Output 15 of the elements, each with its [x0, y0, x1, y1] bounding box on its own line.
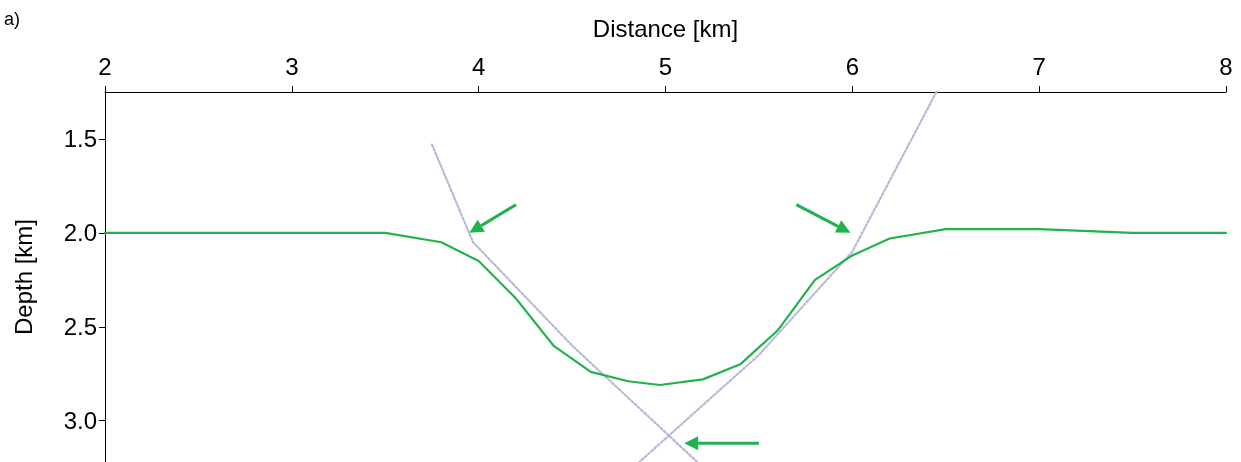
- y-axis-title: Depth [km]: [9, 218, 37, 336]
- y-tick-label: 2.5: [63, 313, 97, 341]
- x-tick-label: 7: [1032, 52, 1046, 80]
- x-axis-title: Distance [km]: [592, 14, 739, 42]
- line-series: [103, 228, 1228, 387]
- x-tick-label: 8: [1219, 52, 1233, 80]
- text: a): [4, 9, 21, 29]
- y-tick-label: 1.5: [63, 125, 97, 153]
- y-tick-label: 3.0: [63, 407, 97, 435]
- x-tick-label: 2: [98, 52, 112, 80]
- x-tick-label: 3: [285, 52, 299, 80]
- x-tick-label: 4: [471, 52, 486, 80]
- y-tick-label: 2.0: [63, 219, 97, 247]
- x-tick-label: 6: [845, 52, 860, 80]
- x-tick-label: 5: [658, 52, 673, 80]
